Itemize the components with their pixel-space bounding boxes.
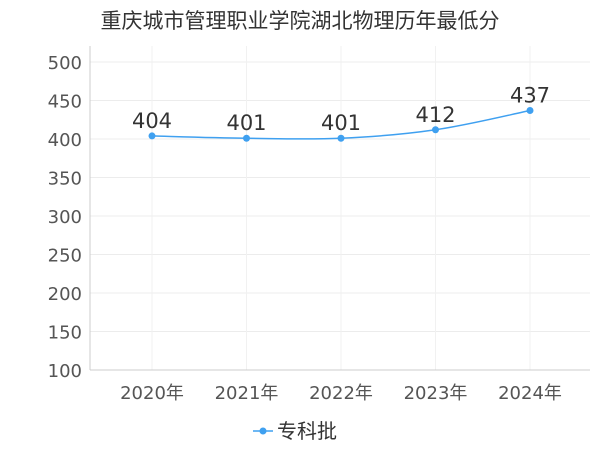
x-tick-label: 2023年 [404,383,468,404]
legend-marker [259,427,267,435]
y-tick-label: 350 [48,169,82,190]
x-tick-label: 2022年 [309,383,373,404]
y-tick-label: 100 [48,361,82,382]
y-tick-label: 300 [48,207,82,228]
y-tick-label: 150 [48,323,82,344]
data-point [148,132,156,140]
data-point [243,134,250,142]
series-layer [148,107,534,142]
data-label: 401 [226,111,266,135]
data-point [526,107,534,115]
data-label: 404 [132,109,172,133]
data-label-layer: 404 401 401 412 437 [132,84,550,136]
x-tick-label: 2024年 [498,383,562,404]
legend[interactable]: 专科批 [253,419,337,443]
data-label: 412 [415,103,455,127]
grid-layer [90,46,590,371]
data-point [337,134,345,142]
y-tick-label: 250 [48,246,82,267]
chart-title: 重庆城市管理职业学院湖北物理历年最低分 [101,9,500,33]
x-tick-label: 2020年 [120,383,184,404]
axis-layer: 100 150 200 250 300 350 400 450 500 2020年 2021年 202… [48,46,590,404]
y-tick-label: 400 [48,130,82,151]
x-tick-label: 2021年 [215,383,279,404]
legend-label: 专科批 [277,419,337,443]
data-label: 401 [321,111,361,135]
data-point [432,126,439,134]
y-tick-label: 450 [48,92,82,113]
y-tick-label: 500 [48,53,82,74]
data-label: 437 [510,84,550,108]
y-tick-label: 200 [48,284,82,305]
